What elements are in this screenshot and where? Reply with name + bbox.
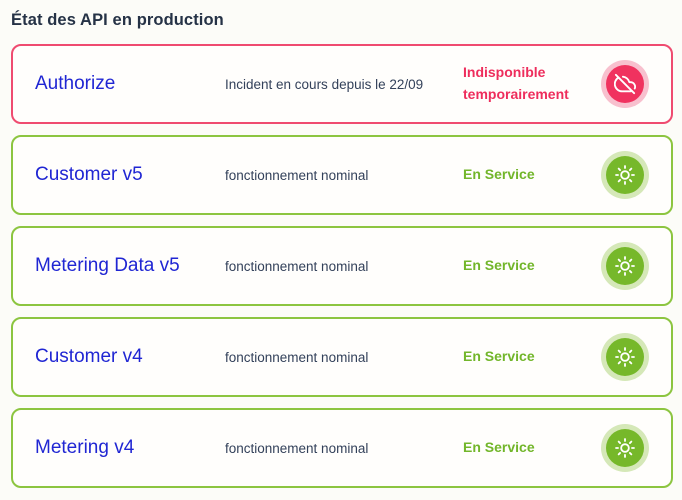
api-name-link[interactable]: Customer v4 — [35, 346, 143, 367]
sun-icon — [606, 338, 644, 376]
api-name-link[interactable]: Authorize — [35, 73, 116, 94]
status-badge: En Service — [463, 257, 535, 274]
api-description: fonctionnement nominal — [225, 349, 369, 365]
status-badge: En Service — [463, 166, 535, 183]
api-description: Incident en cours depuis le 22/09 — [225, 76, 424, 92]
api-card-metering-v4: Metering v4 fonctionnement nominal En Se… — [11, 408, 673, 488]
status-indicator — [601, 151, 649, 199]
api-description: fonctionnement nominal — [225, 167, 369, 183]
status-indicator — [601, 60, 649, 108]
sun-icon — [606, 429, 644, 467]
api-name-link[interactable]: Metering v4 — [35, 437, 135, 458]
api-card-customer-v5: Customer v5 fonctionnement nominal En Se… — [11, 135, 673, 215]
status-indicator — [601, 242, 649, 290]
api-card-customer-v4: Customer v4 fonctionnement nominal En Se… — [11, 317, 673, 397]
status-indicator — [601, 333, 649, 381]
cloud-off-icon — [606, 65, 644, 103]
page-title: État des API en production — [11, 11, 224, 29]
api-name-link[interactable]: Customer v5 — [35, 164, 143, 185]
status-indicator — [601, 424, 649, 472]
api-description: fonctionnement nominal — [225, 440, 369, 456]
api-card-metering-data-v5: Metering Data v5 fonctionnement nominal … — [11, 226, 673, 306]
status-badge: En Service — [463, 348, 535, 365]
api-description: fonctionnement nominal — [225, 258, 369, 274]
sun-icon — [606, 247, 644, 285]
api-status-page: État des API en production Authorize Inc… — [11, 11, 673, 488]
api-name-link[interactable]: Metering Data v5 — [35, 255, 180, 276]
status-badge: En Service — [463, 439, 535, 456]
api-card-authorize: Authorize Incident en cours depuis le 22… — [11, 44, 673, 124]
sun-icon — [606, 156, 644, 194]
status-badge: Indisponible temporairement — [463, 64, 569, 102]
